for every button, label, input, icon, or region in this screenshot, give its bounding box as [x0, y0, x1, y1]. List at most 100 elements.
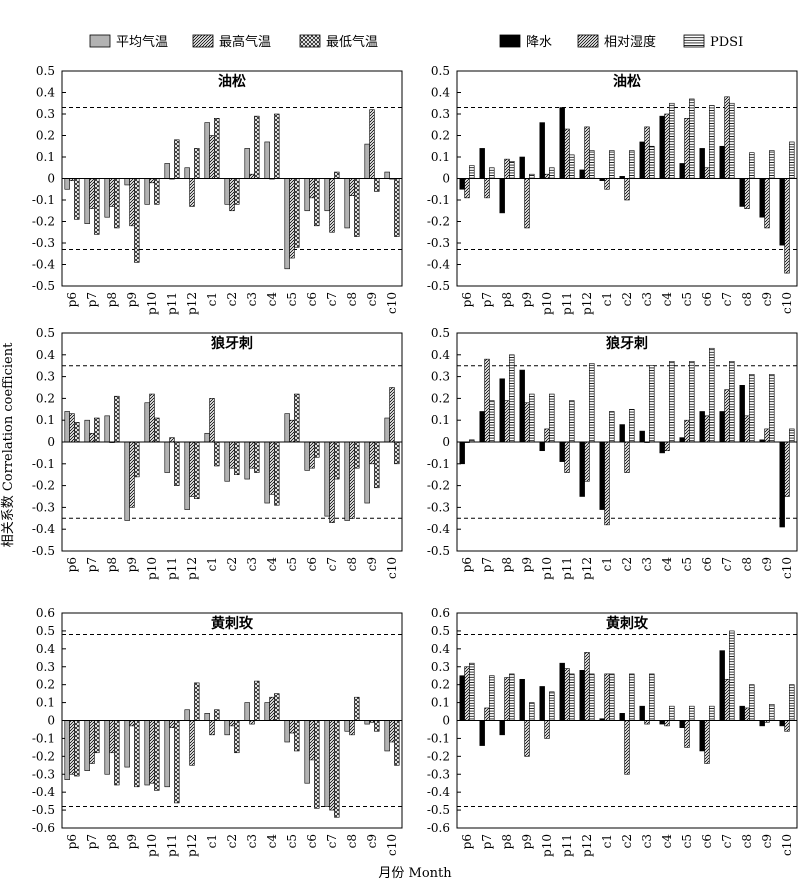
bar [389, 387, 395, 443]
y-tick-label: 0.3 [431, 660, 450, 674]
bar [309, 720, 315, 761]
bar [269, 441, 275, 495]
bar [364, 143, 370, 179]
bar [769, 374, 775, 443]
x-tick-label: p11 [165, 834, 179, 857]
bar [369, 441, 375, 465]
legend-label-humidity: 相对湿度 [604, 34, 656, 50]
x-tick-label: c6 [700, 557, 714, 571]
bar [779, 720, 785, 727]
x-tick-label: p11 [560, 292, 574, 315]
bar [164, 163, 170, 179]
bar [744, 707, 750, 721]
bar [544, 428, 550, 443]
bar [644, 126, 650, 179]
bar [144, 402, 150, 443]
bar [294, 178, 300, 248]
y-tick-label: 0.1 [431, 150, 450, 164]
bar [499, 378, 505, 443]
bar [649, 673, 655, 721]
bar [699, 411, 705, 443]
bar [624, 720, 630, 775]
bar [114, 395, 120, 443]
legend-right: 降水 相对湿度 PDSI [499, 34, 743, 50]
legend-label-max-temp: 最高气温 [219, 34, 271, 50]
bar [559, 662, 565, 721]
y-tick-label: 0.1 [36, 150, 55, 164]
y-tick-label: -0.1 [427, 731, 450, 745]
bar [229, 178, 235, 212]
y-tick-label: -0.5 [32, 544, 55, 558]
x-tick-label: c10 [385, 834, 399, 856]
bar [589, 673, 595, 721]
bar [244, 148, 250, 179]
x-tick-label: c2 [620, 557, 634, 571]
x-tick-label: p10 [540, 834, 554, 857]
bar [329, 720, 335, 811]
x-tick-label: c3 [640, 557, 654, 571]
bar [189, 720, 195, 766]
y-tick-label: -0.3 [427, 500, 450, 514]
bar [579, 441, 585, 497]
bar [749, 374, 755, 443]
bar [204, 432, 210, 443]
bar [549, 691, 555, 721]
x-tick-label: c4 [660, 557, 674, 572]
y-tick-label: -0.1 [427, 457, 450, 471]
bar [169, 720, 175, 728]
x-tick-label: c8 [345, 834, 359, 848]
bar [649, 145, 655, 179]
legend-item-pdsi: PDSI [683, 34, 743, 50]
bar [129, 720, 135, 727]
legend-item-max-temp: 最高气温 [192, 34, 271, 50]
y-tick-label: -0.4 [427, 522, 451, 536]
bar [134, 720, 140, 788]
bar [349, 441, 355, 519]
bar [599, 441, 605, 510]
x-tick-label: p10 [540, 557, 554, 580]
bar [639, 141, 645, 179]
bar [224, 720, 230, 736]
bar [349, 720, 355, 736]
legend-swatch-pdsi [683, 34, 705, 48]
bar [499, 178, 505, 214]
y-tick-label: 0.5 [431, 624, 450, 638]
bar [664, 113, 670, 179]
x-tick-label: c1 [600, 557, 614, 571]
x-axis-label: 月份 Month [378, 866, 452, 881]
bar [309, 441, 315, 469]
y-tick-label: 0 [47, 172, 55, 186]
bar [679, 437, 685, 443]
y-tick-label: 0.2 [431, 129, 450, 143]
bar [394, 178, 400, 237]
bar [699, 148, 705, 179]
bar [484, 707, 490, 721]
legend-item-min-temp: 最低气温 [299, 34, 378, 50]
bar [84, 720, 90, 771]
bar [739, 178, 745, 207]
bar [144, 178, 150, 205]
y-tick-label: 0.4 [36, 348, 55, 362]
y-tick-label: -0.2 [427, 749, 450, 763]
bar [709, 705, 715, 721]
bar [289, 419, 295, 443]
bar [194, 682, 200, 721]
bar [304, 720, 310, 784]
bar [344, 720, 350, 732]
y-tick-label: 0.5 [36, 624, 55, 638]
bar [659, 720, 665, 725]
legend-item-mean-temp: 平均气温 [89, 34, 168, 50]
bar [629, 673, 635, 721]
bar [229, 720, 235, 727]
legend-swatch-max-temp [192, 34, 214, 48]
legend-swatch-precipitation [499, 34, 521, 48]
bar [784, 441, 790, 497]
legend-swatch-mean-temp [89, 34, 111, 48]
y-tick-label: 0.5 [431, 326, 450, 340]
x-tick-label: c7 [720, 834, 734, 848]
bar [114, 720, 120, 786]
bar [464, 178, 470, 199]
x-tick-label: c10 [385, 292, 399, 314]
bar [539, 441, 545, 452]
bar [769, 150, 775, 179]
